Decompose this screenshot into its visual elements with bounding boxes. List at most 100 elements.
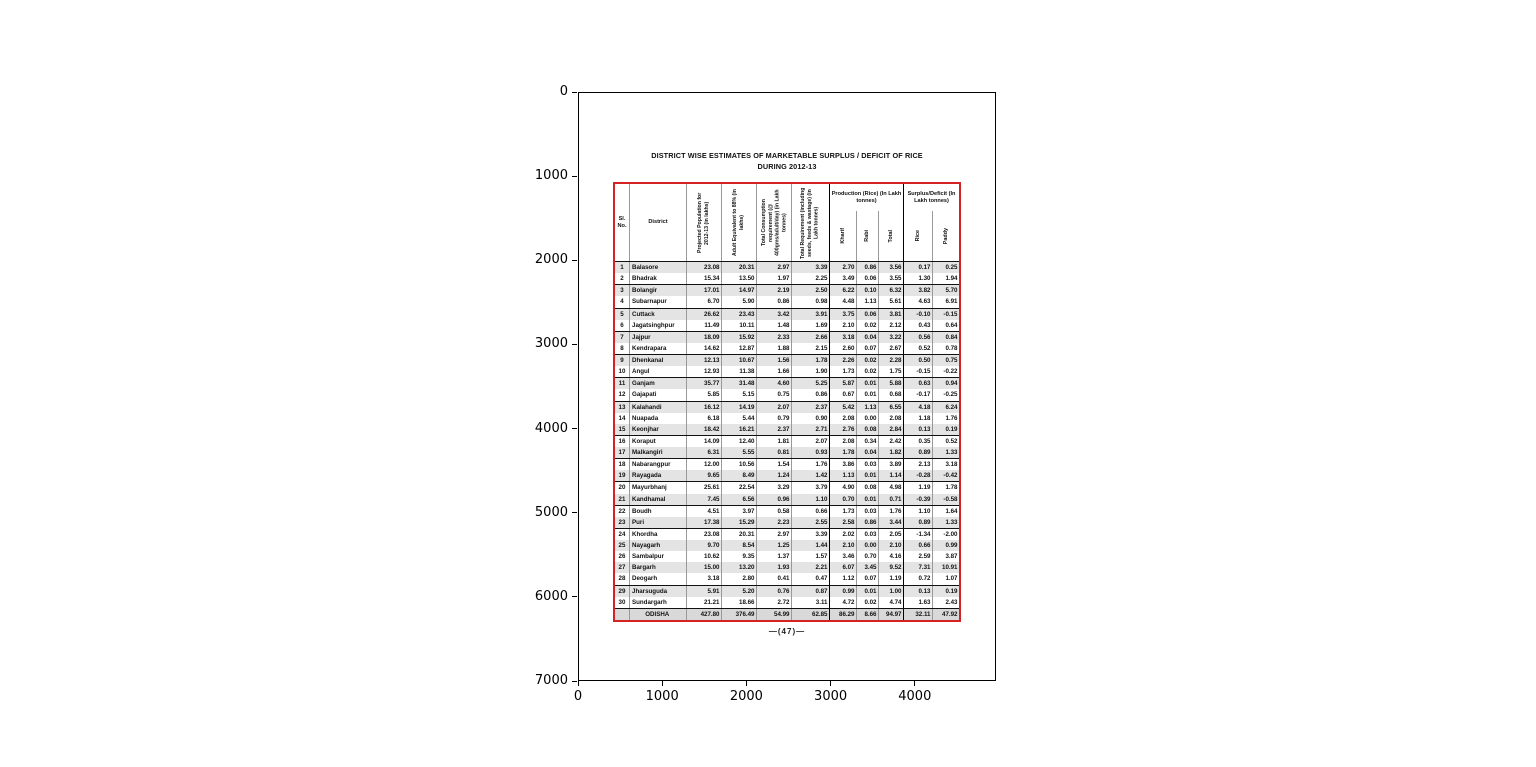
cell-value: 1.73 [830, 505, 857, 517]
cell-value: 2.97 [757, 262, 792, 274]
cell-value: -0.15 [904, 366, 933, 378]
cell-value: 2.10 [830, 540, 857, 552]
table-row: 26 Sambalpur 10.62 9.35 1.37 1.57 3.46 0.70 4.16… [615, 551, 959, 563]
table-row: 9 Dhenkanal 12.13 10.67 1.56 1.78 2.26 0.02 2.28… [615, 354, 959, 367]
table-title-line1: DISTRICT WISE ESTIMATES OF MARKETABLE SU… [651, 151, 923, 160]
cell-value: 0.03 [857, 459, 879, 471]
cell-value: 1.00 [879, 585, 904, 597]
cell-value: 2.12 [879, 319, 904, 331]
table-row: 25 Nayagarh 9.70 8.54 1.25 1.44 2.10 0.00 2.10 0.… [615, 540, 959, 552]
cell-value: 1.18 [904, 412, 933, 424]
table-row: 13 Kalahandi 16.12 14.19 2.07 2.37 5.42 1.13 6.5… [615, 400, 959, 413]
cell-value: 6.70 [687, 296, 722, 308]
cell-value: 0.76 [757, 585, 792, 597]
cell-value: 3.55 [879, 273, 904, 285]
y-tick-label: 7000 [534, 673, 568, 688]
col-group-production: Production (Rice) (In Lakh tonnes) [830, 184, 904, 211]
table-body: 1 Balasore 23.08 20.31 2.97 3.39 2.70 0.86 3.56 0… [615, 262, 959, 620]
cell-value: 2.59 [904, 551, 933, 563]
cell-value: 21.21 [687, 596, 722, 608]
cell-value: 2.23 [757, 516, 792, 528]
page-number-footer: —(47)— [768, 627, 806, 636]
cell-value: 0.25 [945, 264, 958, 272]
col-header-district: District [630, 184, 687, 261]
table-title-line2: DURING 2012-13 [757, 161, 817, 171]
cell-value: 25.61 [687, 482, 722, 494]
y-axis-tick [572, 428, 577, 430]
cell-value: -2.00 [943, 530, 958, 538]
cell-value: 6.55 [879, 401, 904, 413]
cell-value: 12.13 [687, 355, 722, 367]
table-row: 28 Deogarh 3.18 2.80 0.41 0.47 1.12 0.07 1.19 0.7… [615, 573, 959, 585]
table-row: 1 Balasore 23.08 20.31 2.97 3.39 2.70 0.86 3.56 0… [615, 262, 959, 274]
cell-district: Koraput [630, 435, 687, 447]
cell-value: 0.01 [857, 585, 879, 597]
cell-sl-no: 30 [615, 596, 630, 608]
cell-value: 0.68 [879, 389, 904, 401]
col-header-rice: Rice [904, 211, 933, 261]
surplus-deficit-table: Sl. No. District Projected Population fo… [613, 182, 961, 622]
cell-value: 3.87 [945, 553, 958, 561]
cell-value: 1.82 [879, 447, 904, 459]
cell-value: 0.43 [904, 319, 933, 331]
cell-sl-no: 15 [615, 423, 630, 435]
col-header-sl-no: Sl. No. [615, 184, 630, 261]
cell-value: -0.10 [904, 308, 933, 320]
cell-value: 3.97 [722, 505, 757, 517]
cell-value: 6.24 [945, 403, 958, 411]
cell-value: 5.87 [830, 378, 857, 390]
table-row: 23 Puri 17.38 15.29 2.23 2.55 2.58 0.86 3.44 0.89… [615, 516, 959, 528]
cell-sl-no: 18 [615, 459, 630, 471]
cell-value: 0.81 [757, 447, 792, 459]
cell-value: 22.54 [722, 482, 757, 494]
table-title: DISTRICT WISE ESTIMATES OF MARKETABLE SU… [607, 151, 967, 172]
cell-value: 86.29 [830, 608, 857, 620]
cell-value: 15.29 [722, 516, 757, 528]
cell-value: 3.42 [757, 308, 792, 320]
cell-value: 4.63 [904, 296, 933, 308]
cell-value: 3.49 [830, 273, 857, 285]
cell-value: 9.52 [879, 562, 904, 574]
cell-value: 3.91 [792, 308, 830, 320]
cell-district: Mayurbhanj [630, 482, 687, 494]
cell-value: 1.73 [830, 366, 857, 378]
cell-value: 5.61 [879, 296, 904, 308]
x-axis-tick [914, 681, 916, 686]
cell-sl-no: 9 [615, 355, 630, 367]
cell-value: 14.97 [722, 285, 757, 297]
table-row: 4 Subarnapur 6.70 5.90 0.86 0.98 4.48 1.13 5.61 4… [615, 296, 959, 308]
cell-value: 2.25 [792, 273, 830, 285]
cell-value: 18.09 [687, 331, 722, 343]
cell-value: 1.33 [945, 449, 958, 457]
cell-district: Boudh [630, 505, 687, 517]
cell-value: 3.56 [879, 262, 904, 274]
cell-sl-no: 13 [615, 401, 630, 413]
cell-value: 0.19 [945, 425, 958, 433]
cell-sl-no: 10 [615, 366, 630, 378]
cell-value: 3.75 [830, 308, 857, 320]
cell-value: 17.01 [687, 285, 722, 297]
cell-sl-no: 19 [615, 470, 630, 482]
cell-value: 2.97 [757, 528, 792, 540]
x-tick-label: 0 [573, 689, 583, 704]
cell-sl-no: 8 [615, 342, 630, 354]
cell-value: 3.29 [757, 482, 792, 494]
cell-value: 3.81 [879, 308, 904, 320]
cell-value: 0.98 [792, 296, 830, 308]
cell-value: 0.08 [857, 482, 879, 494]
cell-value: 4.18 [904, 401, 933, 413]
cell-value: 11.38 [722, 366, 757, 378]
cell-sl-no: 5 [615, 308, 630, 320]
cell-value: 2.37 [792, 401, 830, 413]
cell-value: 1.44 [792, 540, 830, 552]
cell-value: 20.31 [722, 262, 757, 274]
cell-value: 6.18 [687, 412, 722, 424]
cell-sl-no: 1 [615, 262, 630, 274]
cell-value: 10.11 [722, 319, 757, 331]
cell-value: 0.03 [857, 528, 879, 540]
cell-value: -1.34 [904, 528, 933, 540]
cell-value: 0.02 [857, 319, 879, 331]
cell-value: 8.66 [857, 608, 879, 620]
cell-value: 2.05 [879, 528, 904, 540]
cell-value: 0.56 [904, 331, 933, 343]
